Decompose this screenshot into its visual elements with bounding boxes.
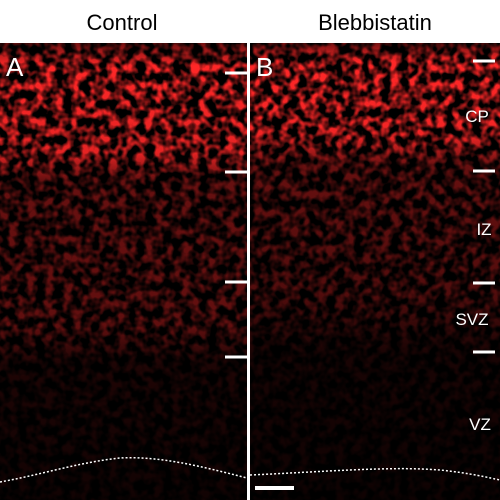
panel-label: A <box>6 52 24 82</box>
zone-label: VZ <box>469 415 491 434</box>
zone-label: IZ <box>476 220 491 239</box>
panel-divider <box>247 43 250 500</box>
depth-shade <box>0 43 247 500</box>
zone-label: CP <box>465 107 489 126</box>
panel-label: B <box>256 52 273 82</box>
panel-b: B CP IZ SVZ VZ <box>249 43 500 500</box>
column-title: Blebbistatin <box>318 10 432 35</box>
ventricle-outline <box>0 456 248 483</box>
zone-label: SVZ <box>455 310 488 329</box>
panel-a: A <box>0 43 248 500</box>
depth-shade <box>250 43 500 500</box>
ventricle-outline <box>249 467 500 481</box>
column-title: Control <box>87 10 158 35</box>
